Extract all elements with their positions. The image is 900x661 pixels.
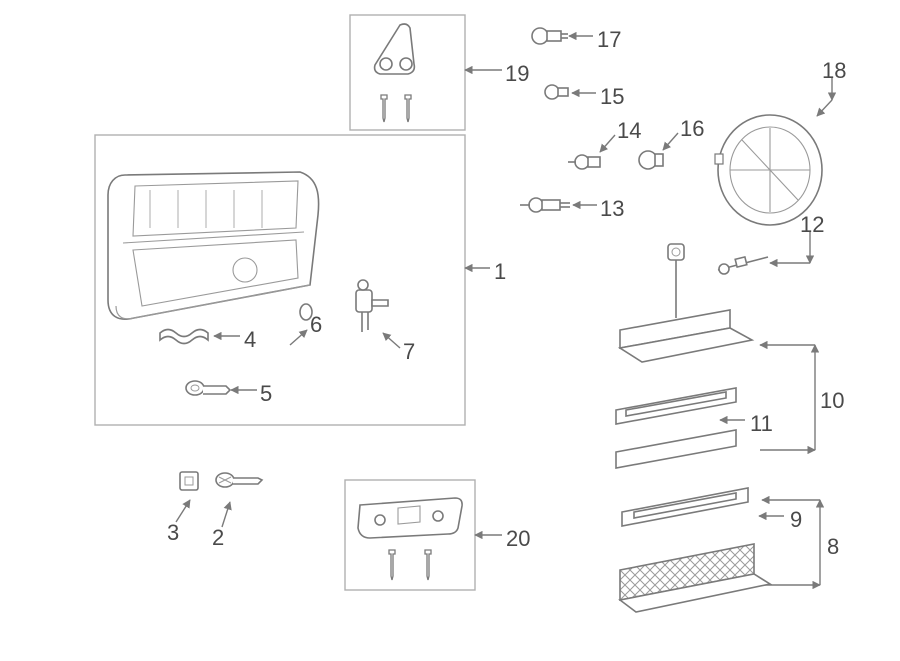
part-hid-control-unit [620,244,752,362]
part-bulb-14 [568,155,600,169]
label-11: 11 [750,411,773,437]
label-2: 2 [212,525,224,551]
part-headlamp-assembly [108,172,319,319]
part-igniter-probe [718,257,768,274]
part-gasket-11 [616,388,736,424]
leader-18_a [817,100,832,116]
label-12: 12 [800,212,824,238]
part-bulb-15 [545,85,568,99]
part-bracket-20 [358,498,462,580]
part-adjuster [356,280,388,332]
label-14: 14 [617,118,641,144]
part-screw-2 [216,473,262,487]
part-bulb-13 [520,198,570,212]
part-back-cover [715,115,822,225]
label-15: 15 [600,84,624,110]
label-10: 10 [820,388,844,414]
leader-3 [176,500,190,522]
part-bulb-17 [532,28,568,44]
label-8: 8 [827,534,839,560]
part-retainer [160,330,208,344]
label-7: 7 [403,339,415,365]
label-18: 18 [822,58,846,84]
part-mesh-cover [620,544,770,612]
leader-14 [600,135,615,152]
part-gasket-9 [622,488,748,526]
part-bracket-19 [375,24,415,122]
part-socket-16 [639,151,663,169]
parts-diagram: 19 17 15 18 14 16 13 12 1 4 6 7 5 10 11 … [0,0,900,661]
part-plate-10b [616,430,736,468]
label-20: 20 [506,526,530,552]
part-clip [180,472,198,490]
label-1: 1 [494,259,506,285]
label-16: 16 [680,116,704,142]
label-5: 5 [260,381,272,407]
leader-7 [383,333,400,348]
diagram-svg [0,0,900,661]
leader-2 [222,502,230,527]
leader-6 [290,330,307,345]
label-4: 4 [244,327,256,353]
label-6: 6 [310,312,322,338]
label-3: 3 [167,520,179,546]
label-17: 17 [597,27,621,53]
part-bolt-5 [186,381,230,395]
label-19: 19 [505,61,529,87]
label-13: 13 [600,196,624,222]
leader-16 [663,133,678,150]
label-9: 9 [790,507,802,533]
